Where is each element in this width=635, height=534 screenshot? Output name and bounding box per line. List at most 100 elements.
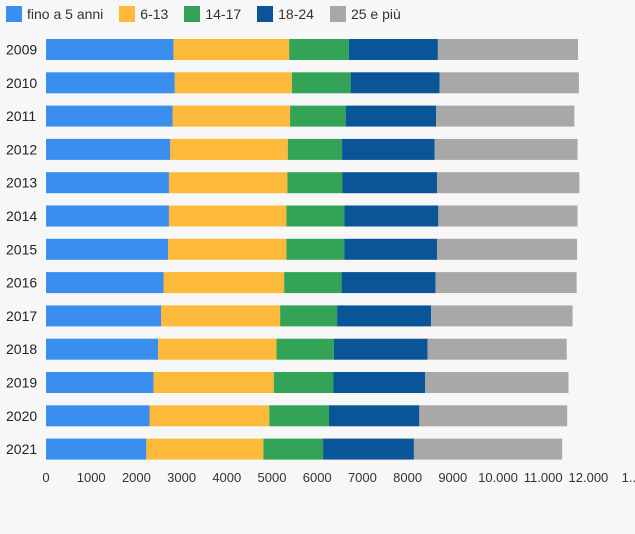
category-label: 2012	[6, 141, 37, 157]
legend-swatch	[329, 6, 346, 22]
bar-segment[interactable]	[434, 138, 578, 160]
category-label: 2020	[6, 408, 37, 424]
bar-segment[interactable]	[46, 305, 162, 327]
bar-segment[interactable]	[46, 338, 159, 360]
legend-item[interactable]: 6-13	[119, 6, 168, 22]
category-label: 2009	[6, 42, 37, 58]
bar-segment[interactable]	[263, 438, 324, 460]
bar-segment[interactable]	[284, 272, 342, 294]
legend-item[interactable]: 25 e più	[329, 6, 401, 22]
bar-segment[interactable]	[269, 405, 329, 427]
legend: fino a 5 anni 6-13 14-17 18-24 25 e più	[6, 5, 401, 23]
bar-segment[interactable]	[413, 438, 563, 460]
bar-segment[interactable]	[435, 272, 577, 294]
category-label: 2014	[6, 208, 37, 224]
bar-segment[interactable]	[46, 172, 169, 194]
bar-segment[interactable]	[333, 338, 428, 360]
bar-segment[interactable]	[163, 272, 285, 294]
x-tick-label: 1000	[77, 470, 106, 485]
bar-segment[interactable]	[46, 72, 175, 94]
bar-segment[interactable]	[291, 72, 351, 94]
category-label: 2015	[6, 241, 37, 257]
legend-item[interactable]: 18-24	[257, 6, 314, 22]
bar-segment[interactable]	[328, 405, 420, 427]
x-tick-label: 3000	[167, 470, 196, 485]
bar-segment[interactable]	[350, 72, 440, 94]
x-tick-label: 5000	[258, 470, 287, 485]
x-tick-label: 4000	[212, 470, 241, 485]
bar-segment[interactable]	[286, 205, 345, 227]
bar-segment[interactable]	[46, 438, 147, 460]
legend-swatch	[257, 6, 274, 22]
x-tick-label: 12.000	[569, 470, 609, 485]
bar-segment[interactable]	[342, 172, 437, 194]
bar-segment[interactable]	[438, 205, 578, 227]
bar-segment[interactable]	[323, 438, 414, 460]
bar-segment[interactable]	[146, 438, 264, 460]
bar-segment[interactable]	[348, 39, 438, 60]
bar-segment[interactable]	[342, 138, 435, 160]
bar-segment[interactable]	[431, 305, 573, 327]
bar-segment[interactable]	[172, 105, 291, 127]
bar-segment[interactable]	[337, 305, 432, 327]
bar-segment[interactable]	[280, 305, 338, 327]
bar-segment[interactable]	[46, 105, 173, 127]
bar-segment[interactable]	[168, 172, 288, 194]
bar-segment[interactable]	[168, 238, 287, 260]
category-label: 2011	[6, 108, 36, 124]
bar-segment[interactable]	[290, 105, 346, 127]
bar-segment[interactable]	[439, 72, 579, 94]
bar-segment[interactable]	[419, 405, 568, 427]
bar-segment[interactable]	[287, 172, 343, 194]
bar-segment[interactable]	[276, 338, 334, 360]
bar-segment[interactable]	[153, 372, 274, 393]
bar-segment[interactable]	[436, 172, 580, 194]
x-tick-label: 11.000	[524, 470, 563, 485]
bar-segment[interactable]	[437, 39, 579, 60]
bar-segment[interactable]	[161, 305, 281, 327]
bar-segment[interactable]	[341, 272, 436, 294]
bar-segment[interactable]	[149, 405, 270, 427]
category-label: 2017	[6, 308, 37, 324]
bar-segment[interactable]	[173, 39, 290, 60]
bar-segment[interactable]	[436, 238, 578, 260]
bar-segment[interactable]	[273, 372, 334, 393]
legend-label: 6-13	[140, 6, 169, 22]
x-tick-label: 2000	[122, 470, 151, 485]
bar-segment[interactable]	[344, 238, 437, 260]
bar-segment[interactable]	[286, 238, 345, 260]
bar-segment[interactable]	[46, 138, 171, 160]
x-tick-label: 10.000	[478, 470, 518, 485]
category-label: 2013	[6, 175, 37, 191]
bar-segment[interactable]	[46, 272, 164, 294]
x-tick-label: 0	[42, 470, 49, 485]
legend-item[interactable]: fino a 5 anni	[6, 6, 103, 22]
x-tick-label: 9000	[438, 470, 467, 485]
bar-segment[interactable]	[168, 205, 287, 227]
legend-label: fino a 5 anni	[27, 6, 104, 22]
bar-segment[interactable]	[425, 372, 569, 393]
legend-item[interactable]: 14-17	[184, 6, 241, 22]
category-label: 2018	[6, 341, 37, 357]
legend-swatch	[6, 6, 22, 22]
bar-segment[interactable]	[289, 39, 349, 60]
bar-segment[interactable]	[158, 338, 277, 360]
legend-label: 18-24	[278, 6, 314, 22]
bar-segment[interactable]	[427, 338, 567, 360]
bar-segment[interactable]	[46, 405, 150, 427]
bar-segment[interactable]	[436, 105, 575, 127]
bar-segment[interactable]	[46, 372, 154, 393]
bar-segment[interactable]	[333, 372, 426, 393]
bar-segment[interactable]	[287, 138, 343, 160]
bar-segment[interactable]	[170, 138, 288, 160]
bar-segment[interactable]	[345, 105, 437, 127]
bar-segment[interactable]	[46, 39, 174, 60]
bar-segment[interactable]	[46, 205, 169, 227]
category-label: 2016	[6, 275, 37, 291]
category-label: 2010	[6, 75, 37, 91]
bar-segment[interactable]	[46, 238, 169, 260]
bar-segment[interactable]	[174, 72, 292, 94]
legend-label: 25 e più	[350, 6, 401, 22]
bar-segment[interactable]	[344, 205, 439, 227]
